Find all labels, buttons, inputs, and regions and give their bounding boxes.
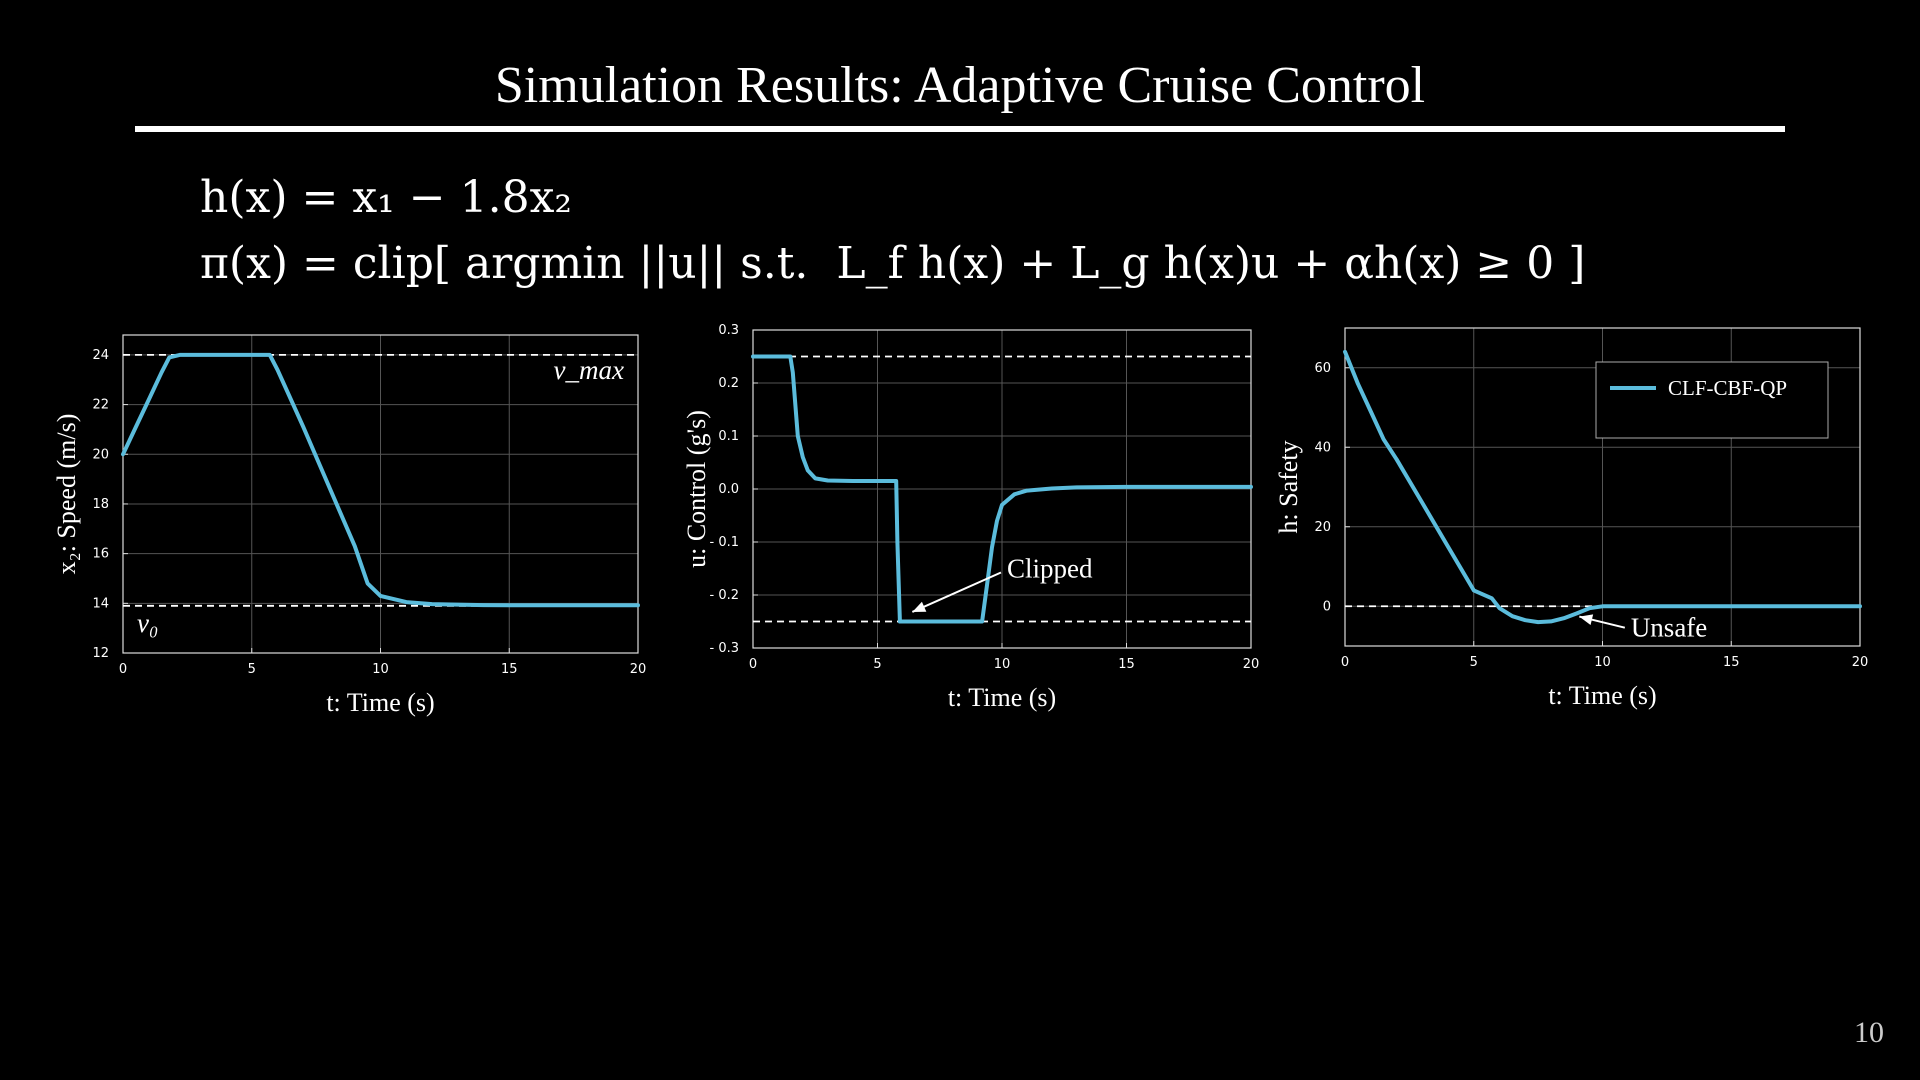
legend-box [1595,361,1829,439]
y-tick-label: 0.2 [718,376,739,391]
y-tick-label: - 0.1 [710,535,740,550]
y-tick-label: 14 [92,596,109,611]
series-line [1343,349,1862,625]
x-tick-label: 0 [749,657,757,672]
x-tick-label: 15 [1118,657,1135,672]
y-tick-label: 40 [1314,440,1331,455]
x-axis-label: t: Time (s) [326,688,434,717]
x-tick-label: 5 [1470,655,1478,670]
y-tick-label: 60 [1314,361,1331,376]
annotation-label: Unsafe [1631,613,1707,643]
x-tick-label: 20 [1852,655,1869,670]
slide-title: Simulation Results: Adaptive Cruise Cont… [494,57,1426,114]
safety-chart: 0 5 10 15 20 0 20 40 60 t: Time (s) h: Safety Unsaf… [1270,320,1870,724]
y-tick-label: 0.0 [718,482,739,497]
reference-label: v_max [554,355,624,385]
x-tick-label: 10 [372,662,389,677]
control-chart: 0 5 10 15 20 - 0.3 - 0.2 - 0.1 0.0 0.1 0.2 0.3 t: Ti… [680,320,1280,724]
x-tick-label: 15 [1723,655,1740,670]
y-tick-label: 22 [92,398,109,413]
speed-chart: 0 5 10 15 20 12 14 16 18 20 22 24 t: Time (s) x₂: Spe… [50,320,650,724]
y-axis-label: x₂: Speed (m/s) [52,414,81,575]
y-tick-label: 0.1 [718,429,739,444]
y-tick-label: 16 [92,547,109,562]
x-tick-label: 5 [248,662,256,677]
y-tick-label: 18 [92,497,109,512]
chart-svg: 0 5 10 15 20 12 14 16 18 20 22 24 t: Time (s) x₂: Spe… [52,334,647,717]
series-line [121,352,640,608]
annotation-arrowhead [912,601,927,612]
y-tick-label: 20 [92,447,109,462]
y-tick-label: - 0.3 [710,641,740,656]
y-tick-label: 0 [1323,599,1331,614]
y-tick-label: 0.3 [718,323,739,338]
y-tick-label: 20 [1314,520,1331,535]
annotation-arrow [911,571,1002,613]
x-tick-label: 5 [873,657,881,672]
reference-label: v₀ [137,608,158,638]
title-underline [135,126,1785,132]
x-axis-label: t: Time (s) [948,683,1056,712]
x-axis-label: t: Time (s) [1548,681,1656,710]
page-number: 10 [1854,1016,1884,1049]
equation-controller: π(x) = clip[ argmin ||u|| s.t. L_f h(x) … [200,238,1586,289]
chart-svg: 0 5 10 15 20 - 0.3 - 0.2 - 0.1 0.0 0.1 0.2 0.3 t: Ti… [682,323,1260,712]
x-tick-label: 15 [501,662,518,677]
legend-label: CLF-CBF-QP [1668,376,1787,400]
x-tick-label: 20 [630,662,647,677]
annotation-label: Clipped [1007,554,1093,584]
x-tick-label: 0 [1341,655,1349,670]
y-axis-label: u: Control (g's) [682,410,711,568]
x-tick-label: 0 [119,662,127,677]
y-tick-label: 12 [92,646,109,661]
y-tick-label: - 0.2 [710,588,740,603]
x-tick-label: 20 [1243,657,1260,672]
y-axis-label: h: Safety [1274,440,1303,533]
x-tick-label: 10 [1594,655,1611,670]
annotation-arrowhead [1579,614,1594,625]
x-tick-label: 10 [994,657,1011,672]
equation-barrier-function: h(x) = x₁ − 1.8x₂ [200,172,573,223]
series-line [751,354,1253,624]
chart-svg: 0 5 10 15 20 0 20 40 60 t: Time (s) h: Safety Unsaf… [1274,327,1869,710]
y-tick-label: 24 [92,348,109,363]
